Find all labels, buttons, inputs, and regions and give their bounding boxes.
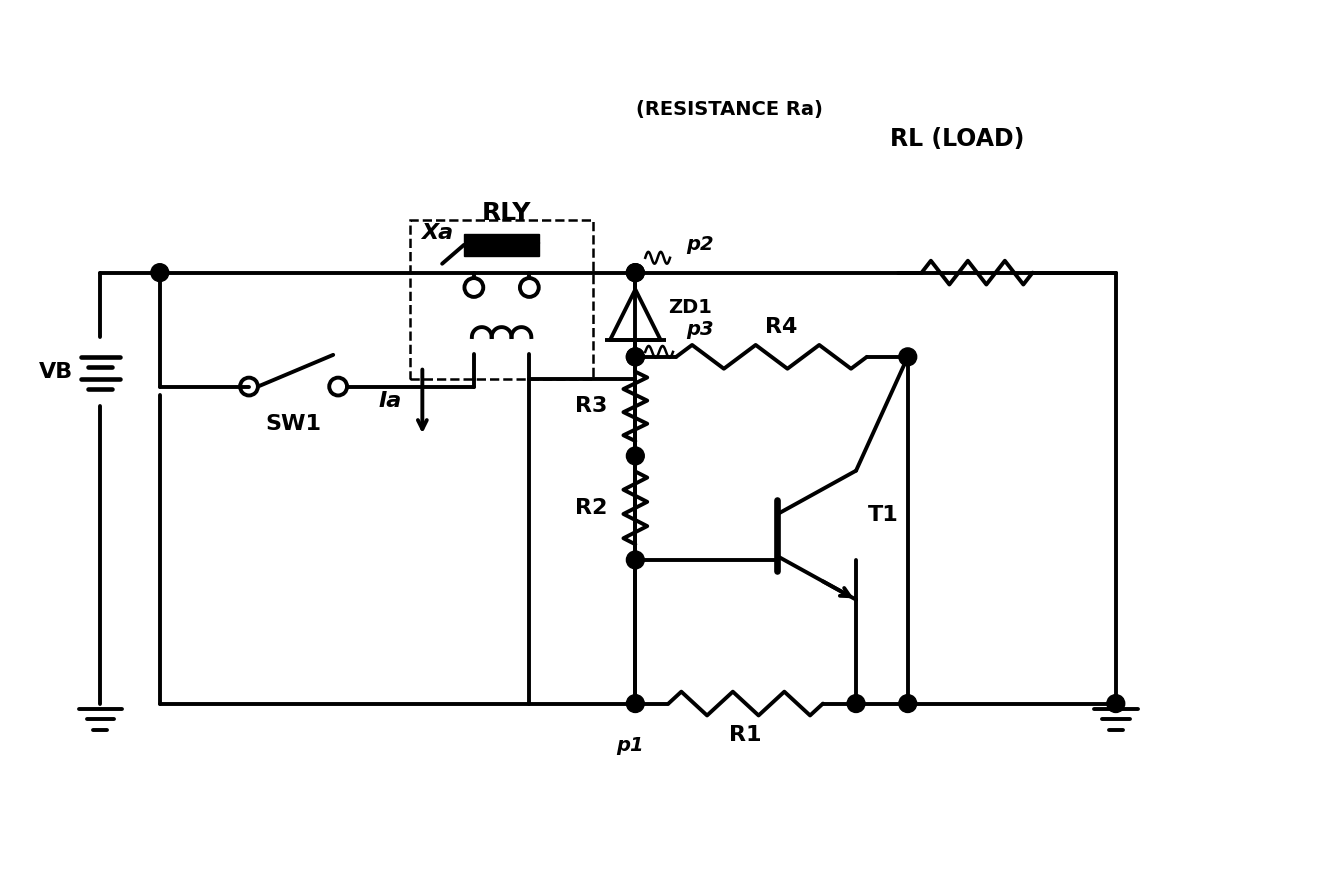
- Text: p1: p1: [616, 736, 644, 755]
- Circle shape: [627, 264, 644, 282]
- Circle shape: [899, 347, 917, 365]
- Text: R4: R4: [765, 317, 797, 337]
- Text: R1: R1: [730, 725, 762, 745]
- Circle shape: [847, 695, 866, 713]
- Circle shape: [627, 264, 644, 282]
- Text: VB: VB: [39, 362, 72, 381]
- Text: p3: p3: [686, 320, 714, 339]
- Text: (RESISTANCE Ra): (RESISTANCE Ra): [636, 100, 823, 119]
- Text: RLY: RLY: [482, 201, 531, 225]
- Text: T1: T1: [868, 505, 898, 526]
- Text: Ia: Ia: [378, 391, 403, 412]
- Text: Xc: Xc: [513, 238, 541, 257]
- Text: SW1: SW1: [266, 414, 322, 434]
- Circle shape: [627, 347, 644, 365]
- Text: ZD1: ZD1: [668, 298, 711, 317]
- Circle shape: [899, 695, 917, 713]
- Text: Xa: Xa: [421, 223, 454, 243]
- Circle shape: [627, 347, 644, 365]
- Text: R2: R2: [574, 498, 607, 518]
- Text: RL (LOAD): RL (LOAD): [890, 127, 1024, 151]
- Circle shape: [150, 264, 169, 282]
- Circle shape: [627, 551, 644, 568]
- Bar: [411, 220, 593, 379]
- Circle shape: [627, 695, 644, 713]
- Bar: [464, 234, 539, 256]
- Text: R3: R3: [574, 396, 607, 416]
- Text: p2: p2: [686, 235, 714, 255]
- Circle shape: [627, 447, 644, 465]
- Circle shape: [1107, 695, 1125, 713]
